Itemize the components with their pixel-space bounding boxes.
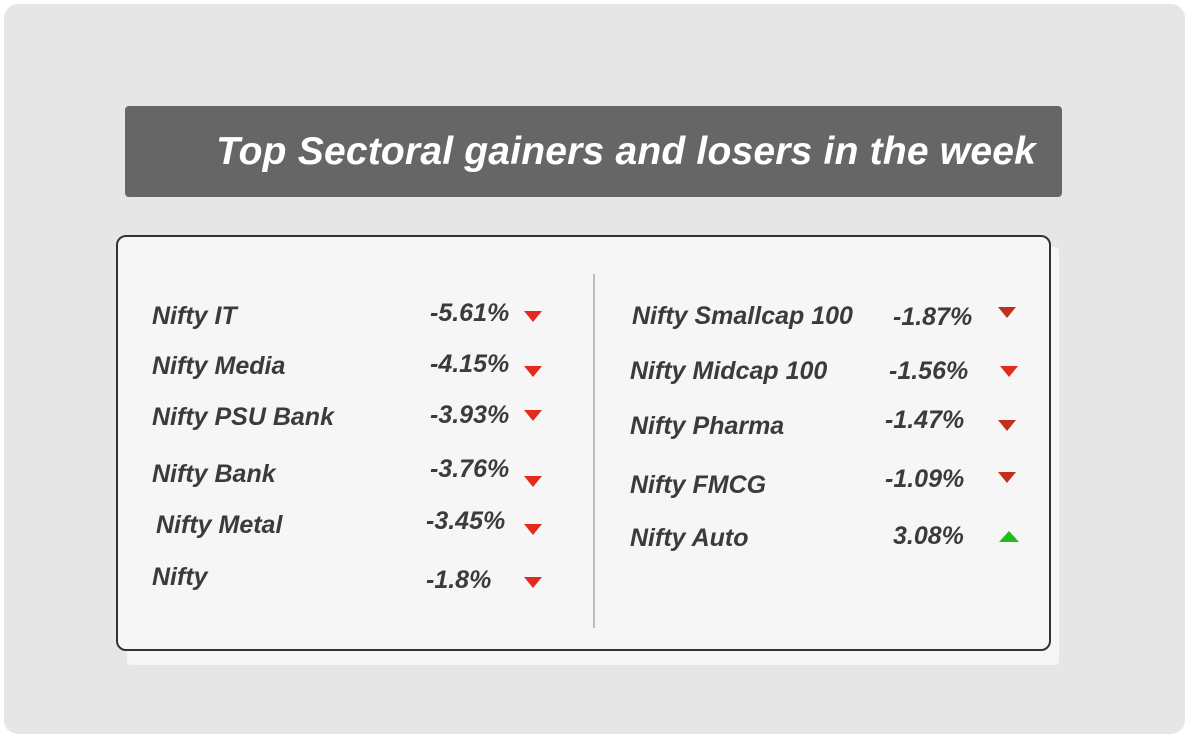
- sector-change: -3.45%: [426, 507, 506, 535]
- sector-name: Nifty Pharma: [630, 412, 785, 440]
- sector-name: Nifty Metal: [156, 511, 283, 539]
- sector-change: -3.76%: [430, 455, 510, 483]
- down-arrow-icon: [998, 420, 1016, 431]
- column-divider: [593, 274, 595, 628]
- down-arrow-icon: [524, 311, 542, 322]
- sector-name: Nifty Smallcap 100: [632, 302, 853, 330]
- sector-name: Nifty Bank: [152, 460, 276, 488]
- down-arrow-icon: [524, 524, 542, 535]
- sector-name: Nifty Auto: [630, 524, 749, 552]
- page-title: Top Sectoral gainers and losers in the w…: [216, 129, 1036, 173]
- down-arrow-icon: [1000, 366, 1018, 377]
- down-arrow-icon: [524, 476, 542, 487]
- sector-change: -3.93%: [430, 401, 510, 429]
- sector-name: Nifty PSU Bank: [152, 403, 334, 431]
- down-arrow-icon: [998, 472, 1016, 483]
- sector-name: Nifty IT: [152, 302, 237, 330]
- down-arrow-icon: [524, 366, 542, 377]
- down-arrow-icon: [524, 577, 542, 588]
- sector-change: 3.08%: [893, 522, 964, 550]
- down-arrow-icon: [524, 410, 542, 421]
- sector-change: -1.8%: [426, 566, 492, 594]
- sector-change: -1.47%: [885, 406, 965, 434]
- down-arrow-icon: [998, 307, 1016, 318]
- title-banner: Top Sectoral gainers and losers in the w…: [125, 106, 1062, 197]
- sector-change: -5.61%: [430, 299, 510, 327]
- up-arrow-icon: [999, 531, 1019, 542]
- sector-panel: [116, 235, 1051, 651]
- sector-change: -1.09%: [885, 465, 965, 493]
- sector-name: Nifty: [152, 563, 208, 591]
- sector-name: Nifty FMCG: [630, 471, 767, 499]
- sector-change: -1.87%: [893, 303, 973, 331]
- sector-name: Nifty Midcap 100: [630, 357, 828, 385]
- sector-change: -4.15%: [430, 350, 510, 378]
- sector-change: -1.56%: [889, 357, 969, 385]
- sector-name: Nifty Media: [152, 352, 286, 380]
